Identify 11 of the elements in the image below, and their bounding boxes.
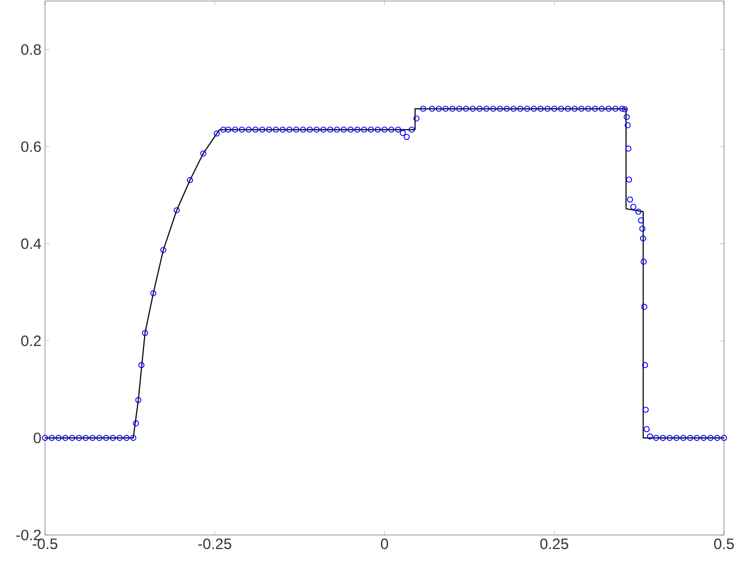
y-tick-label: 0.2 [21,336,41,346]
y-tick-label: 0.8 [21,44,41,55]
y-tick-label: 0 [34,432,41,444]
x-tick-label: -0.5 [32,538,58,550]
x-tick-label: -0.25 [198,538,232,550]
y-tick-label: -0.2 [16,530,41,540]
x-tick-label: 0.25 [540,538,568,550]
y-tick-label: 0.4 [21,238,42,250]
x-tick-label: 0 [380,538,388,550]
y-tick-label: 0.6 [21,141,41,152]
x-tick-label: 0.5 [714,538,734,550]
